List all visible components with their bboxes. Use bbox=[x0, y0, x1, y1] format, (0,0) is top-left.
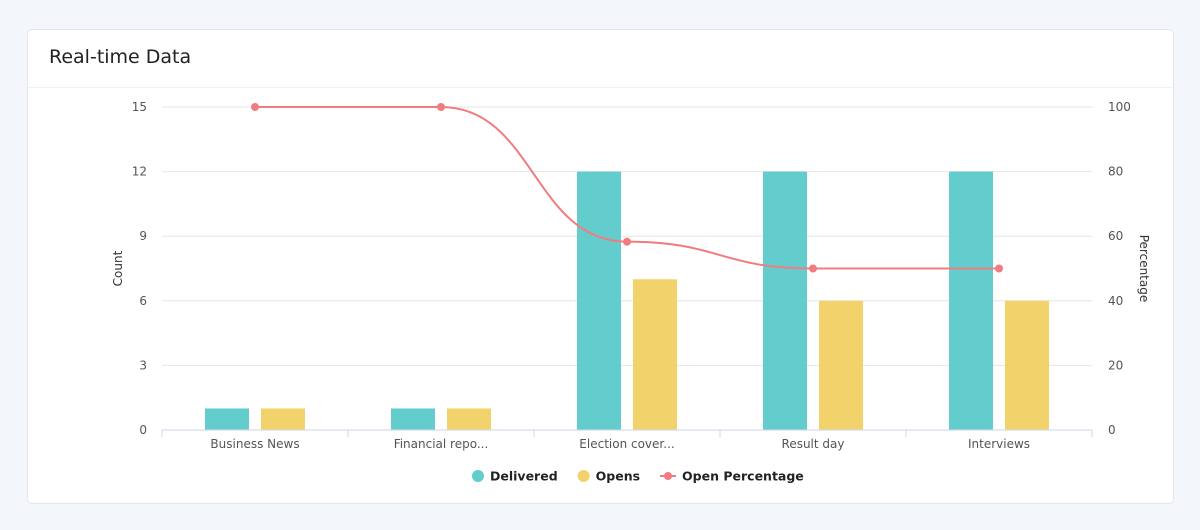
x-tick-label: Election cover... bbox=[579, 437, 674, 451]
legend-marker-delivered bbox=[472, 470, 484, 482]
card-title: Real-time Data bbox=[49, 46, 192, 68]
y-tick-label: 12 bbox=[132, 165, 147, 179]
y-axis-title: Count bbox=[111, 250, 125, 286]
y-tick-label: 3 bbox=[139, 358, 147, 372]
y-tick-label: 6 bbox=[139, 294, 147, 308]
x-tick-label: Interviews bbox=[968, 437, 1030, 451]
bar-opens[interactable] bbox=[1005, 300, 1049, 430]
legend-point-marker bbox=[664, 472, 673, 480]
y2-tick-label: 20 bbox=[1108, 358, 1123, 372]
x-tick-label: Result day bbox=[782, 437, 845, 451]
y2-tick-label: 40 bbox=[1108, 294, 1123, 308]
legend-item-delivered[interactable]: Delivered bbox=[490, 469, 558, 484]
y2-tick-label: 100 bbox=[1108, 100, 1131, 114]
bar-opens[interactable] bbox=[819, 300, 863, 430]
bar-opens[interactable] bbox=[447, 408, 491, 430]
y-tick-label: 9 bbox=[139, 229, 147, 243]
line-point[interactable] bbox=[995, 264, 1003, 273]
y-tick-label: 0 bbox=[139, 423, 147, 437]
bar-delivered[interactable] bbox=[949, 171, 993, 430]
legend-item-opens[interactable]: Opens bbox=[596, 469, 640, 484]
bar-delivered[interactable] bbox=[763, 171, 807, 430]
line-point[interactable] bbox=[809, 264, 817, 273]
line-point[interactable] bbox=[437, 103, 445, 111]
bar-opens[interactable] bbox=[633, 279, 677, 430]
y2-tick-label: 0 bbox=[1108, 423, 1116, 437]
bar-opens[interactable] bbox=[261, 408, 305, 430]
y2-tick-label: 80 bbox=[1108, 165, 1123, 179]
bar-delivered[interactable] bbox=[205, 408, 249, 430]
legend-item-open-percentage[interactable]: Open Percentage bbox=[682, 469, 804, 484]
y2-axis-title: Percentage bbox=[1137, 235, 1151, 303]
line-point[interactable] bbox=[623, 237, 631, 246]
line-point[interactable] bbox=[251, 103, 259, 111]
y-tick-label: 15 bbox=[132, 100, 147, 114]
legend-marker-opens bbox=[577, 470, 590, 482]
x-tick-label: Financial repo... bbox=[394, 437, 489, 451]
x-tick-label: Business News bbox=[210, 437, 299, 451]
line-open-percentage bbox=[255, 105, 999, 270]
y2-tick-label: 60 bbox=[1108, 229, 1123, 243]
bar-delivered[interactable] bbox=[391, 408, 435, 430]
card-header: Real-time Data bbox=[28, 30, 1173, 88]
bar-delivered[interactable] bbox=[577, 171, 621, 430]
